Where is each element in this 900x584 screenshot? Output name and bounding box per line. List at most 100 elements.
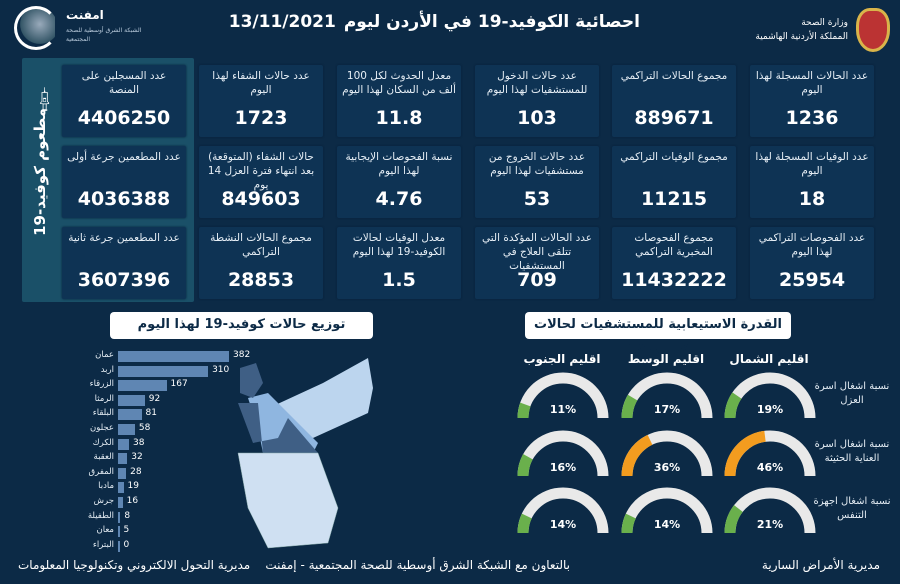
bar-label: البلقاء: [92, 408, 114, 419]
stat-value: 4.76: [375, 188, 423, 210]
bar-label: العقبة: [93, 452, 114, 463]
occupancy-gauge: 36%: [621, 430, 713, 477]
report-date: 13/11/2021: [228, 12, 336, 32]
vaccine-label: عدد المطعمين جرعة ثانية: [68, 232, 180, 244]
stat-value: 849603: [221, 188, 301, 210]
stat-label: معدل الوفيات لحالات الكوفيد-19 لهذا اليو…: [352, 232, 446, 258]
stat-card: نسبة الفحوصات الإيجابية لهذا اليوم 4.76: [337, 146, 461, 218]
bar-label: اربد: [100, 364, 114, 375]
stat-card: حالات الشفاء (المتوقعة) بعد انتهاء فترة …: [199, 146, 323, 218]
stat-card: عدد الوفيات المسجلة لهذا اليوم 18: [750, 146, 874, 218]
row-label: نسبة اشغال اسرة العزل: [814, 381, 890, 406]
stat-card: مجموع الحالات النشطة التراكمي 28853: [199, 227, 323, 299]
bar: [118, 526, 120, 538]
bar-label: الرمثا: [94, 393, 114, 404]
globe-icon: [14, 6, 58, 50]
vaccine-title: مطعوم كوفيد-19: [31, 108, 49, 236]
gauge-fill: [724, 505, 743, 534]
stat-card: معدل الوفيات لحالات الكوفيد-19 لهذا اليو…: [337, 227, 461, 299]
bar-value: 58: [138, 423, 151, 433]
stat-label: نسبة الفحوصات الإيجابية لهذا اليوم: [345, 151, 453, 177]
gauge-percent: 19%: [756, 403, 784, 416]
stat-card: معدل الحدوث لكل 100 ألف من السكان لهذا ا…: [337, 65, 461, 137]
gauge-percent: 16%: [549, 461, 577, 474]
bar-value: 38: [133, 437, 145, 448]
bar-label: عمان: [95, 350, 114, 360]
stat-value: 25954: [778, 269, 846, 291]
vaccine-label: عدد المطعمين جرعة أولى: [67, 151, 181, 163]
ministry-logo: وزارة الصحة المملكة الأردنية الهاشمية: [740, 8, 890, 53]
bar-value: 8: [124, 510, 131, 521]
occupancy-gauge: 16%: [517, 430, 609, 477]
bar-label: المفرق: [88, 466, 114, 477]
stat-card: مجموع الحالات التراكمي 889671: [612, 65, 736, 137]
occupancy-gauge: 21%: [724, 487, 816, 534]
bar-value: 310: [212, 364, 230, 375]
stat-card: عدد حالات الخروج من مستشفيات لهذا اليوم 5…: [475, 146, 599, 218]
page-title: احصائية الكوفيد-19 في الأردن ليوم13/11/2…: [228, 12, 640, 32]
bar-label: الزرقاء: [89, 379, 114, 390]
bar-value: 19: [127, 481, 139, 492]
bar-value: 382: [233, 350, 251, 360]
occupancy-gauge: 14%: [517, 487, 609, 534]
stat-value: 1236: [785, 107, 839, 129]
gauge-fill: [724, 430, 766, 477]
stat-card: عدد حالات الدخول للمستشفيات لهذا اليوم 10…: [475, 65, 599, 137]
occupancy-gauge: 11%: [517, 372, 609, 419]
bar: [118, 351, 229, 362]
vaccine-value: 3607396: [77, 269, 171, 291]
stat-card: عدد الحالات المسجلة لهذا اليوم 1236: [750, 65, 874, 137]
bar-label: مادبا: [98, 481, 114, 492]
vaccine-value: 4036388: [77, 188, 171, 210]
stat-label: مجموع الحالات التراكمي: [620, 70, 728, 82]
stat-value: 103: [517, 107, 557, 129]
gauge-fill: [517, 513, 532, 534]
bar: [118, 438, 130, 450]
map-irbid: [240, 363, 263, 398]
bar-value: 5: [123, 525, 130, 536]
jordan-map: [237, 358, 373, 549]
bar-value: 81: [145, 408, 157, 419]
chart-title: توزيع حالات كوفيد-19 لهذا اليوم: [110, 312, 373, 339]
map-amman: [238, 403, 318, 453]
stat-value: 11.8: [375, 107, 423, 129]
bar: [118, 424, 135, 435]
bar: [118, 511, 121, 523]
bar: [118, 394, 145, 406]
stat-card: مجموع الفحوصات المخبرية التراكمي 11432222: [612, 227, 736, 299]
stat-label: عدد الحالات المؤكدة التي تتلقى العلاج في…: [481, 232, 593, 272]
gauge-fill: [724, 392, 742, 419]
bar-label: معان: [96, 525, 115, 536]
gauge-percent: 46%: [756, 461, 784, 474]
stat-label: مجموع الفحوصات المخبرية التراكمي: [634, 232, 714, 258]
bar-value: 92: [148, 393, 161, 404]
gauge-track: [517, 372, 609, 419]
stat-label: مجموع الحالات النشطة التراكمي: [210, 232, 312, 258]
stat-label: عدد الوفيات المسجلة لهذا اليوم: [755, 151, 869, 177]
bar-label: الكرك: [92, 437, 114, 448]
occupancy-gauge: 19%: [724, 372, 816, 419]
bar: [118, 482, 124, 494]
bar-value: 28: [130, 466, 142, 477]
bar: [118, 467, 127, 479]
vaccine-card: عدد المسجلين على المنصة 4406250: [62, 65, 186, 137]
stat-label: مجموع الوفيات التراكمي: [620, 151, 728, 163]
stat-label: عدد الفحوصات التراكمي لهذا اليوم: [758, 232, 866, 258]
footer-right-credit: مديرية التحول الالكتروني وتكنولوجيا المع…: [18, 558, 251, 572]
stat-value: 28853: [227, 269, 295, 291]
stat-label: عدد حالات الشفاء لهذا اليوم: [212, 70, 310, 96]
gauge-percent: 21%: [756, 518, 784, 531]
bar: [118, 409, 142, 421]
occupancy-gauge: 14%: [621, 487, 713, 534]
row-label: نسبة اشغال اسرة العناية الحثيثة: [814, 439, 890, 464]
gauge-percent: 14%: [653, 518, 681, 531]
gauge-percent: 36%: [653, 461, 681, 474]
partner-logo: امفنت الشبكة الشرق أوسطية للصحة المجتمعي…: [10, 4, 150, 52]
region-label: اقليم الشمال: [729, 352, 809, 366]
bar-label: البتراء: [92, 539, 114, 550]
region-label: اقليم الوسط: [627, 352, 705, 366]
footer-center-credit: بالتعاون مع الشبكة الشرق أوسطية للصحة ال…: [265, 558, 570, 572]
stat-value: 1723: [234, 107, 288, 129]
bar: [118, 380, 167, 392]
bar: [118, 497, 123, 508]
